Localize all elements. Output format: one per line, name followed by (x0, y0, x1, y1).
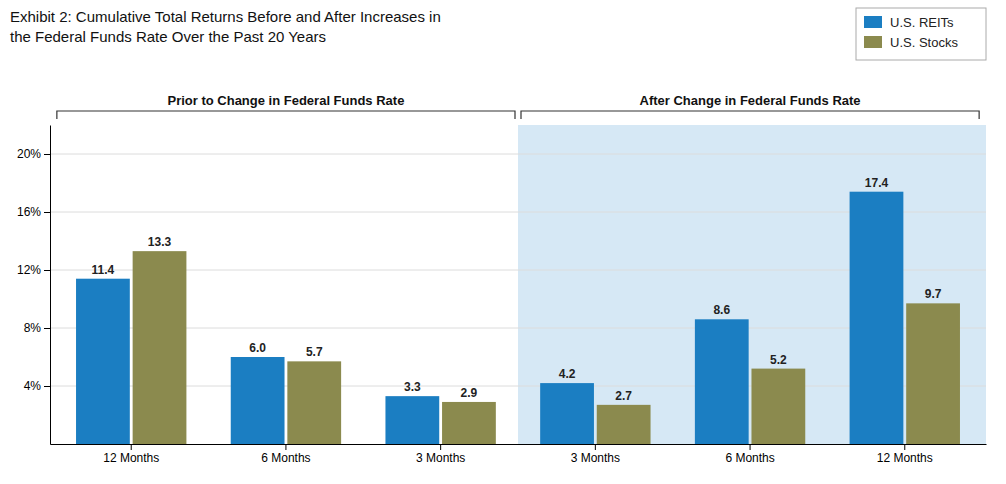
brackets: Prior to Change in Federal Funds Rate Aft… (57, 93, 979, 119)
data-label: 9.7 (925, 287, 942, 301)
bar (76, 279, 130, 444)
data-label: 2.9 (461, 386, 478, 400)
y-tick-label: 4% (24, 379, 42, 393)
data-label: 5.2 (770, 353, 787, 367)
data-label: 2.7 (615, 389, 632, 403)
x-tick-label: 12 Months (103, 451, 159, 465)
bar (906, 303, 960, 444)
data-label: 17.4 (865, 176, 889, 190)
data-label: 13.3 (148, 235, 172, 249)
bar (231, 357, 285, 444)
subtitle: the Federal Funds Rate Over the Past 20 … (10, 28, 326, 45)
y-axis-line (50, 126, 51, 445)
y-axis: 4% 8% 12% 16% 20% (17, 126, 51, 445)
legend-swatch (864, 16, 882, 28)
y-tick: 8% (24, 321, 50, 335)
y-tick-mark (44, 154, 50, 155)
section-label: After Change in Federal Funds Rate (640, 93, 861, 108)
y-tick: 12% (17, 263, 50, 277)
bar (133, 251, 187, 444)
bar (540, 383, 594, 444)
y-tick-label: 20% (17, 147, 41, 161)
legend-label: U.S. REITs (890, 15, 954, 30)
grid-line (50, 386, 986, 387)
legend-box (856, 8, 986, 60)
data-label: 3.3 (404, 380, 421, 394)
x-tick-label: 6 Months (725, 451, 774, 465)
bar (850, 192, 904, 444)
x-tick-label: 12 Months (877, 451, 933, 465)
x-tick: 6 Months (261, 444, 310, 465)
x-tick: 3 Months (571, 444, 620, 465)
after-region (518, 125, 986, 444)
grid-line (50, 154, 986, 155)
data-labels: 11.4 6.0 3.3 4.2 8.6 17.4 13.3 5.7 2.9 2.7 5.2 9.7 (92, 176, 942, 403)
x-tick: 12 Months (103, 444, 159, 465)
data-label: 4.2 (559, 367, 576, 381)
y-tick: 20% (17, 147, 50, 161)
bar (751, 369, 805, 444)
bar (597, 405, 651, 444)
x-tick-mark (595, 444, 596, 450)
x-tick-mark (285, 444, 286, 450)
y-tick: 4% (24, 379, 50, 393)
y-tick-mark (44, 386, 50, 387)
legend-label: U.S. Stocks (890, 35, 958, 50)
x-tick: 6 Months (725, 444, 774, 465)
section-label: Prior to Change in Federal Funds Rate (167, 93, 404, 108)
x-axis-line (51, 444, 987, 445)
grid-line (50, 270, 986, 271)
bar (442, 402, 496, 444)
y-tick: 16% (17, 205, 50, 219)
x-tick-mark (131, 444, 132, 450)
y-tick-label: 12% (17, 263, 41, 277)
x-axis: 12 Months 6 Months 3 Months 3 Months 6 Month… (51, 444, 987, 465)
title: Exhibit 2: Cumulative Total Returns Befo… (10, 8, 441, 25)
x-tick-mark (440, 444, 441, 450)
bar (287, 361, 341, 444)
x-tick-label: 3 Months (571, 451, 620, 465)
legend-swatch (864, 36, 882, 48)
y-tick-label: 8% (24, 321, 42, 335)
grid-line (50, 328, 986, 329)
y-tick-mark (44, 212, 50, 213)
chart: Exhibit 2: Cumulative Total Returns Befo… (0, 0, 1006, 484)
grid (50, 154, 986, 386)
x-tick-mark (750, 444, 751, 450)
data-label: 6.0 (249, 341, 266, 355)
x-tick-label: 3 Months (416, 451, 465, 465)
x-tick-mark (904, 444, 905, 450)
x-tick: 3 Months (416, 444, 465, 465)
bracket (521, 111, 979, 119)
bars (76, 192, 960, 444)
bar (385, 396, 439, 444)
data-label: 11.4 (92, 263, 115, 277)
y-tick-mark (44, 328, 50, 329)
data-label: 5.7 (306, 345, 323, 359)
data-label: 8.6 (713, 303, 730, 317)
legend: U.S. REITs U.S. Stocks (856, 8, 986, 60)
y-tick-mark (44, 270, 50, 271)
grid-line (50, 212, 986, 213)
y-tick-label: 16% (17, 205, 41, 219)
bar (695, 319, 749, 444)
bracket (57, 111, 515, 119)
x-tick-label: 6 Months (261, 451, 310, 465)
x-tick: 12 Months (877, 444, 933, 465)
